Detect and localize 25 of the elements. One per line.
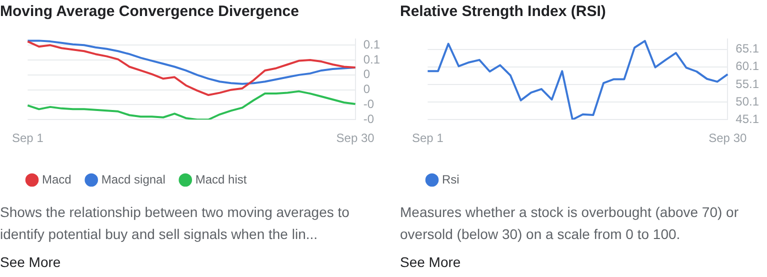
y-tick-label: -0 <box>363 97 374 112</box>
legend-label: Macd signal <box>101 172 166 186</box>
legend-label: Macd <box>42 172 72 186</box>
chart-title: Moving Average Convergence Divergence <box>0 3 299 20</box>
y-tick-label: 0 <box>363 82 370 96</box>
legend-label: Macd hist <box>195 172 248 186</box>
y-tick-label: 0.1 <box>363 52 380 66</box>
x-tick-label: Sep 30 <box>708 131 747 146</box>
y-tick-label: 45.1 <box>736 112 760 126</box>
y-tick-label: 60.1 <box>736 59 760 74</box>
x-tick-label: Sep 30 <box>336 131 375 146</box>
chart-title: Relative Strength Index (RSI) <box>400 3 606 20</box>
text: Measures whether a stock is overbought (above 70) or oversold (below 30) on a scale from 0 to 100. <box>400 203 740 244</box>
text: See More <box>400 254 461 270</box>
y-tick-label: 0.1 <box>363 37 380 52</box>
text: See More <box>0 254 61 270</box>
y-tick-label: 55.1 <box>736 76 760 91</box>
x-tick-label: Sep 1 <box>12 131 44 146</box>
y-tick-label: 50.1 <box>736 94 760 108</box>
x-tick-label: Sep 1 <box>412 131 444 146</box>
y-tick-label: -0 <box>363 112 374 126</box>
legend-label: Rsi <box>442 172 460 186</box>
y-tick-label: 0 <box>363 67 370 82</box>
y-tick-label: 65.1 <box>736 42 760 56</box>
text: Shows the relationship between two moving averages to identify potential buy and sell signals when the lin... <box>0 203 350 244</box>
